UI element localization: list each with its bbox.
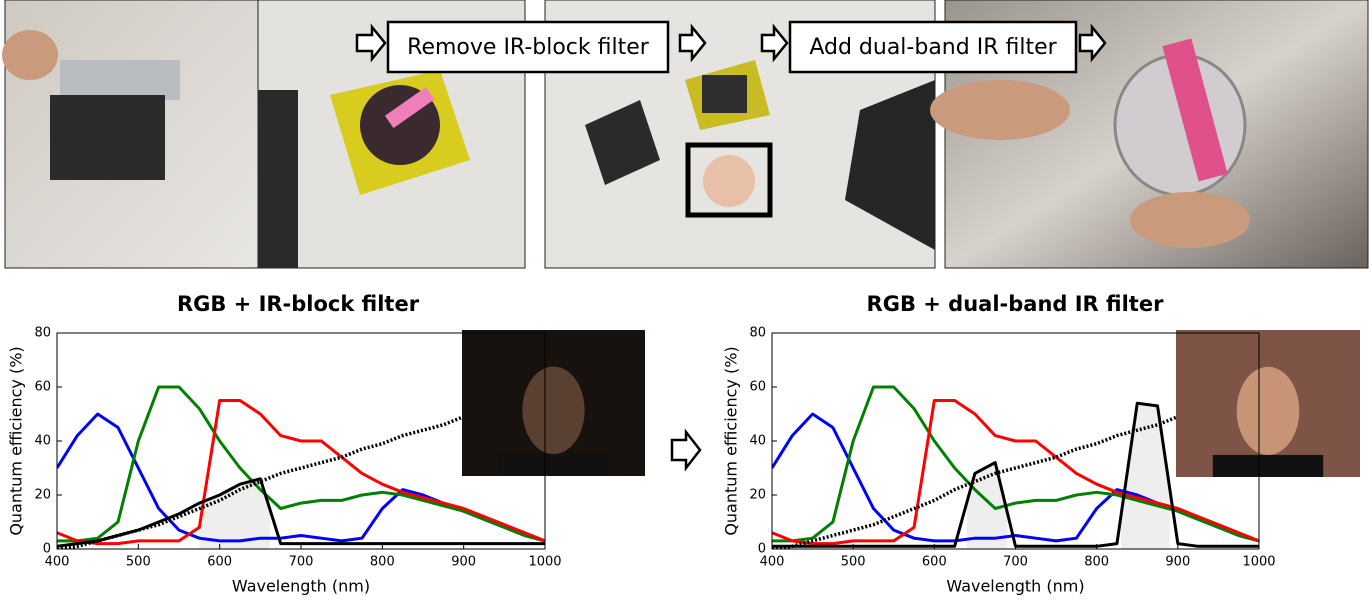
y-tick-label: 60	[749, 380, 766, 395]
chart-title: RGB + dual-band IR filter	[867, 292, 1165, 316]
step-label: Remove IR-block filter	[407, 35, 650, 60]
x-tick-label: 400	[45, 555, 70, 570]
y-axis-label: Quantum efficiency (%)	[7, 346, 26, 535]
y-tick-label: 0	[43, 542, 51, 557]
x-tick-label: 800	[370, 555, 395, 570]
y-tick-label: 80	[34, 326, 51, 341]
x-tick-label: 500	[126, 555, 151, 570]
y-tick-label: 20	[749, 488, 766, 503]
x-tick-label: 700	[289, 555, 314, 570]
x-tick-label: 600	[207, 555, 232, 570]
y-tick-label: 80	[749, 326, 766, 341]
y-tick-label: 20	[34, 488, 51, 503]
chart-title: RGB + IR-block filter	[177, 292, 420, 316]
x-tick-label: 700	[1003, 555, 1028, 570]
x-tick-label: 1000	[1242, 555, 1275, 570]
x-tick-label: 900	[1165, 555, 1190, 570]
y-tick-label: 0	[758, 542, 766, 557]
x-axis-label: Wavelength (nm)	[232, 577, 370, 596]
photo	[2, 0, 258, 268]
inset-shoulders	[1213, 455, 1323, 477]
y-axis-label: Quantum efficiency (%)	[722, 346, 741, 535]
x-tick-label: 400	[760, 555, 785, 570]
x-tick-label: 1000	[528, 555, 561, 570]
step-label: Add dual-band IR filter	[809, 35, 1057, 60]
x-tick-label: 500	[841, 555, 866, 570]
x-tick-label: 800	[1084, 555, 1109, 570]
inset-face	[1237, 367, 1300, 455]
y-tick-label: 40	[749, 434, 766, 449]
x-axis-label: Wavelength (nm)	[946, 577, 1084, 596]
inset-shoulders	[499, 454, 609, 476]
figure: Remove IR-block filter Add dual-band IR …	[0, 0, 1372, 602]
y-tick-label: 40	[34, 434, 51, 449]
x-tick-label: 600	[922, 555, 947, 570]
y-tick-label: 60	[34, 380, 51, 395]
inset-face	[522, 367, 584, 455]
x-tick-label: 900	[451, 555, 476, 570]
